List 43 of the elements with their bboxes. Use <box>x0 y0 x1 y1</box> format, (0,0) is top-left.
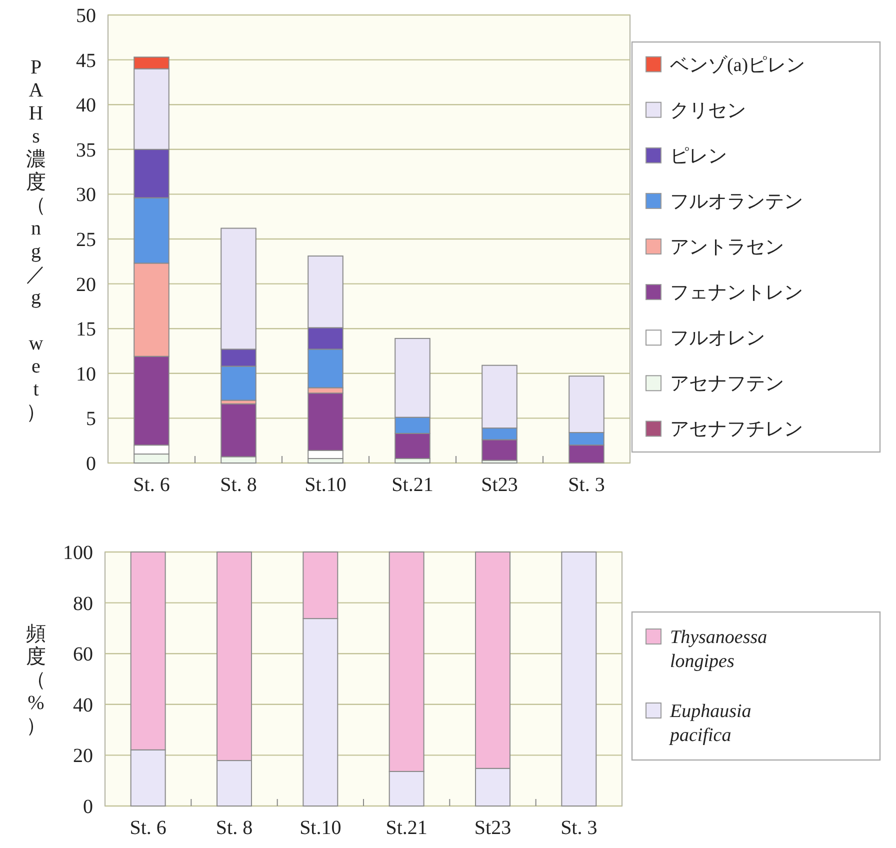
bar <box>561 552 597 806</box>
legend-label: ピレン <box>670 146 727 167</box>
legend-label: アセナフチレン <box>670 419 803 440</box>
y-tick-label: 0 <box>86 453 96 475</box>
x-tick-label: St. 3 <box>568 474 605 496</box>
x-tick-label: St23 <box>481 474 518 496</box>
legend-label: フルオレン <box>670 328 765 350</box>
y-tick-label: 15 <box>76 318 96 341</box>
y-tick-label: 40 <box>73 694 93 716</box>
legend-label: ベンゾ(a)ピレン <box>670 54 806 76</box>
x-tick-label: St. 8 <box>216 817 253 839</box>
legend-label: フルオランテン <box>670 191 803 212</box>
y-tick-label: 5 <box>86 408 96 430</box>
x-tick-label: St.10 <box>300 817 342 839</box>
y-tick-label: 40 <box>76 94 96 117</box>
y-tick-label: 50 <box>76 5 96 27</box>
x-tick-label: St. 3 <box>560 817 598 839</box>
y-axis-title: 頻度（%） <box>26 623 46 737</box>
legend-label: フェナントレン <box>670 282 803 304</box>
y-tick-label: 80 <box>73 592 93 615</box>
y-tick-label: 20 <box>73 745 93 768</box>
y-tick-label: 45 <box>76 50 96 72</box>
x-tick-label: St.21 <box>392 474 434 496</box>
x-tick-label: St.21 <box>386 817 428 839</box>
x-tick-label: St.10 <box>304 474 346 496</box>
legend-label: Euphausia pacifica <box>668 701 752 746</box>
y-tick-label: 0 <box>83 796 93 818</box>
legend-label: アセナフテン <box>670 374 784 395</box>
x-tick-label: St. 8 <box>220 474 257 496</box>
y-tick-label: 30 <box>76 184 96 206</box>
y-tick-label: 60 <box>73 644 93 666</box>
y-tick-label: 35 <box>76 139 96 162</box>
y-tick-label: 10 <box>76 363 96 386</box>
y-tick-label: 25 <box>76 229 96 251</box>
x-tick-label: St23 <box>474 817 512 839</box>
text: PAHs濃度（ng／g wet） <box>26 56 46 424</box>
y-tick-label: 100 <box>63 542 93 564</box>
x-tick-label: St. 6 <box>130 817 166 839</box>
y-tick-label: 20 <box>76 274 96 296</box>
legend-label: Thysanoessa longipes <box>670 627 768 672</box>
x-tick-label: St. 6 <box>133 474 170 496</box>
legend-label: クリセン <box>670 100 746 122</box>
legend-label: アントラセン <box>670 237 784 258</box>
